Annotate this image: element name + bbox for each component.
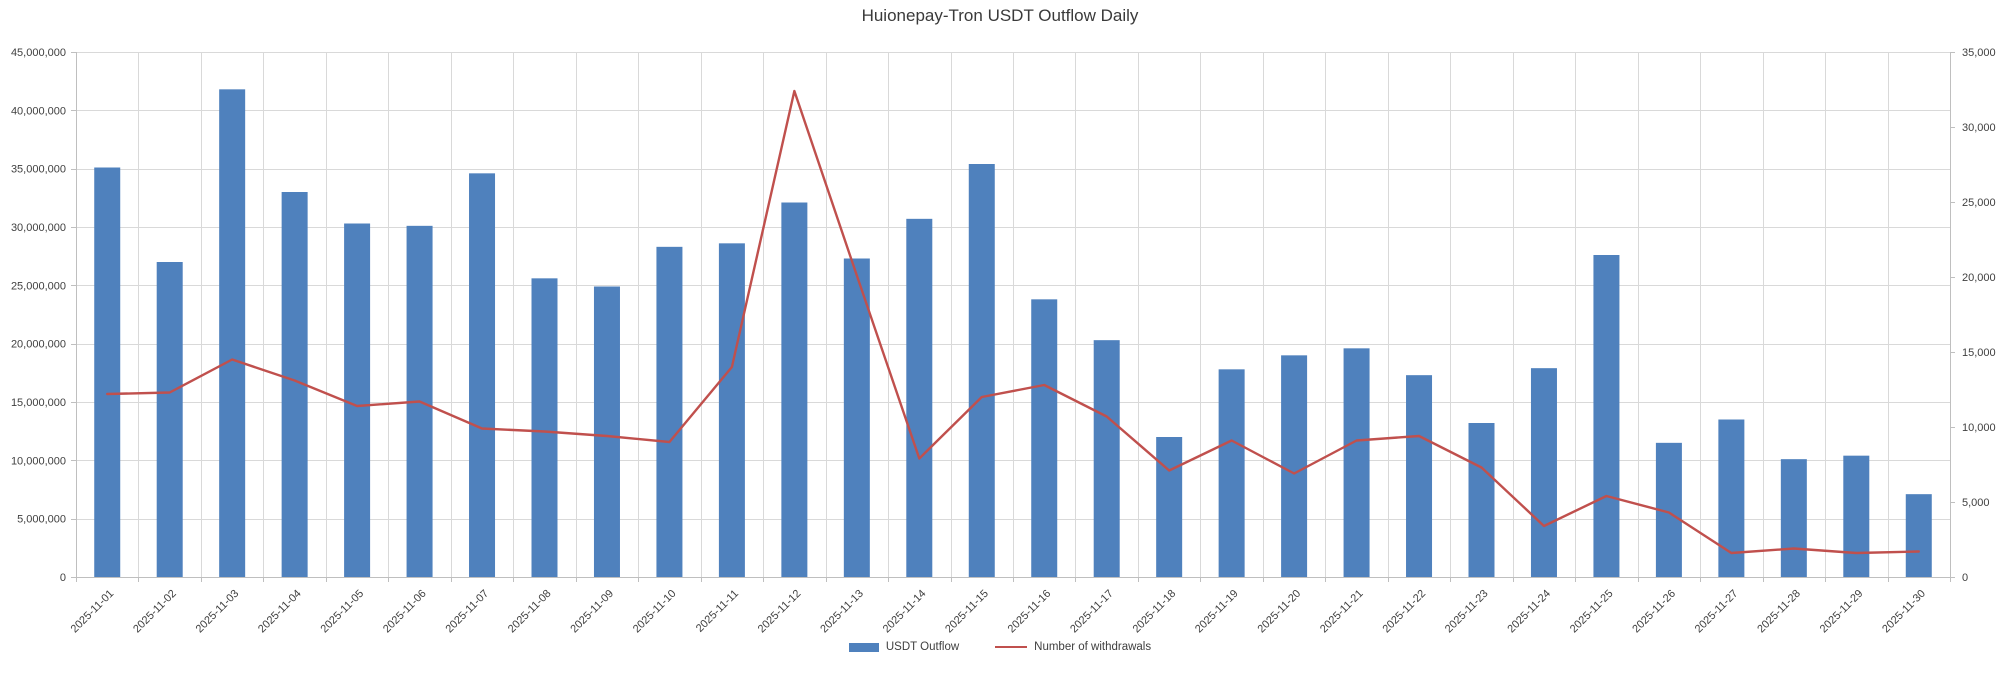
y-axis-right-labels: 0 5,000 10,000 15,000 20,000 25,000 30,000 35,0… (1962, 47, 1996, 584)
y-left-tick-label: 40,000,000 (11, 105, 66, 117)
x-tick-label: 2025-11-25 (1568, 588, 1616, 636)
x-tick-label: 2025-11-29 (1818, 588, 1866, 636)
y-left-tick-label: 30,000,000 (11, 222, 66, 234)
bar-2025-11-01 (94, 167, 121, 577)
y-left-tick-label: 0 (60, 572, 66, 584)
bar-2025-11-02 (156, 262, 183, 577)
bar-2025-11-29 (1843, 455, 1870, 577)
y-right-tick-label: 35,000 (1962, 47, 1996, 59)
bar-2025-11-24 (1530, 368, 1557, 577)
chart-title: Huionepay-Tron USDT Outflow Daily (861, 6, 1139, 25)
y-left-tick-label: 5,000,000 (17, 514, 66, 526)
x-tick-label: 2025-11-24 (1505, 588, 1553, 636)
x-tick-label: 2025-11-03 (194, 588, 242, 636)
bar-2025-11-09 (593, 286, 620, 577)
y-left-tick-label: 15,000,000 (11, 397, 66, 409)
x-tick-label: 2025-11-18 (1131, 588, 1179, 636)
x-tick-label: 2025-11-20 (1256, 588, 1304, 636)
bar-2025-11-28 (1780, 459, 1807, 577)
bar-2025-11-10 (656, 246, 683, 578)
bar-2025-11-17 (1093, 340, 1120, 577)
bar-2025-11-05 (344, 223, 371, 577)
x-tick-label: 2025-11-02 (131, 588, 179, 636)
x-tick-label: 2025-11-11 (694, 588, 741, 635)
legend-label-usdt-outflow: USDT Outflow (885, 641, 960, 653)
x-tick-label: 2025-11-08 (506, 588, 554, 636)
legend-line-swatch (995, 646, 1028, 648)
x-tick-label: 2025-11-26 (1630, 588, 1678, 636)
x-tick-label: 2025-11-28 (1755, 588, 1803, 636)
x-tick-label: 2025-11-13 (818, 588, 866, 636)
x-tick-label: 2025-11-19 (1193, 588, 1241, 636)
y-right-tick-label: 0 (1962, 572, 1968, 584)
x-tick-label: 2025-11-06 (381, 588, 429, 636)
bar-2025-11-07 (469, 173, 496, 578)
x-tick-label: 2025-11-14 (881, 588, 929, 636)
y-left-tick-label: 20,000,000 (11, 339, 66, 351)
legend-label-withdrawals: Number of withdrawals (1034, 641, 1152, 653)
legend-bar-swatch (848, 642, 879, 652)
x-tick-label: 2025-11-05 (319, 588, 367, 636)
y-left-tick-label: 10,000,000 (11, 455, 66, 467)
bar-2025-11-20 (1281, 355, 1308, 577)
bar-2025-11-21 (1343, 348, 1370, 577)
y-right-tick-label: 5,000 (1962, 497, 1990, 509)
x-tick-label: 2025-11-01 (69, 588, 117, 636)
withdrawals-line-series (106, 89, 1920, 555)
x-tick-label: 2025-11-23 (1443, 588, 1491, 636)
bar-2025-11-22 (1406, 375, 1433, 577)
x-tick-label: 2025-11-04 (256, 588, 304, 636)
bar-2025-11-18 (1156, 437, 1183, 577)
x-tick-label: 2025-11-17 (1068, 588, 1116, 636)
y-right-tick-label: 10,000 (1962, 422, 1996, 434)
bar-2025-11-16 (1031, 299, 1058, 577)
bar-2025-11-19 (1218, 369, 1245, 577)
y-right-tick-label: 25,000 (1962, 197, 1996, 209)
legend: USDT Outflow Number of withdrawals (0, 641, 2000, 653)
bar-2025-11-23 (1468, 423, 1495, 577)
y-axis-left-labels: 0 5,000,000 10,000,000 15,000,000 20,000,000… (11, 47, 66, 584)
bar-2025-11-03 (219, 89, 246, 577)
x-tick-label: 2025-11-12 (756, 588, 804, 636)
legend-item-withdrawals: Number of withdrawals (995, 641, 1151, 653)
withdrawals-line (106, 89, 1920, 555)
x-tick-label: 2025-11-27 (1693, 588, 1741, 636)
bar-2025-11-12 (781, 202, 808, 577)
y-right-tick-label: 15,000 (1962, 347, 1996, 359)
x-axis-labels: 2025-11-01 2025-11-02 2025-11-03 2025-11-04… (69, 588, 1928, 636)
x-tick-label: 2025-11-15 (943, 588, 991, 636)
vertical-gridlines (138, 52, 1889, 577)
y-right-tick-label: 30,000 (1962, 122, 1996, 134)
bar-2025-11-27 (1718, 419, 1745, 577)
x-tick-label: 2025-11-22 (1380, 588, 1428, 636)
legend-item-usdt-outflow: USDT Outflow (848, 641, 960, 653)
bar-2025-11-13 (843, 258, 870, 577)
bar-2025-11-30 (1905, 494, 1932, 577)
y-right-tick-label: 20,000 (1962, 272, 1996, 284)
x-tick-label: 2025-11-16 (1006, 588, 1054, 636)
y-left-tick-label: 35,000,000 (11, 164, 66, 176)
horizontal-gridlines (76, 52, 1950, 520)
x-tick-label: 2025-11-21 (1318, 588, 1366, 636)
y-left-tick-label: 25,000,000 (11, 280, 66, 292)
bar-2025-11-15 (968, 164, 995, 577)
x-tick-label: 2025-11-10 (631, 588, 679, 636)
y-left-tick-label: 45,000,000 (11, 47, 66, 59)
bar-2025-11-11 (718, 243, 745, 578)
axis-lines (71, 52, 1955, 582)
bar-2025-11-08 (531, 278, 558, 577)
bar-2025-11-25 (1593, 255, 1620, 577)
x-tick-label: 2025-11-09 (568, 588, 616, 636)
x-tick-label: 2025-11-30 (1880, 588, 1928, 636)
bar-2025-11-14 (906, 218, 933, 578)
x-tick-label: 2025-11-07 (443, 588, 491, 636)
